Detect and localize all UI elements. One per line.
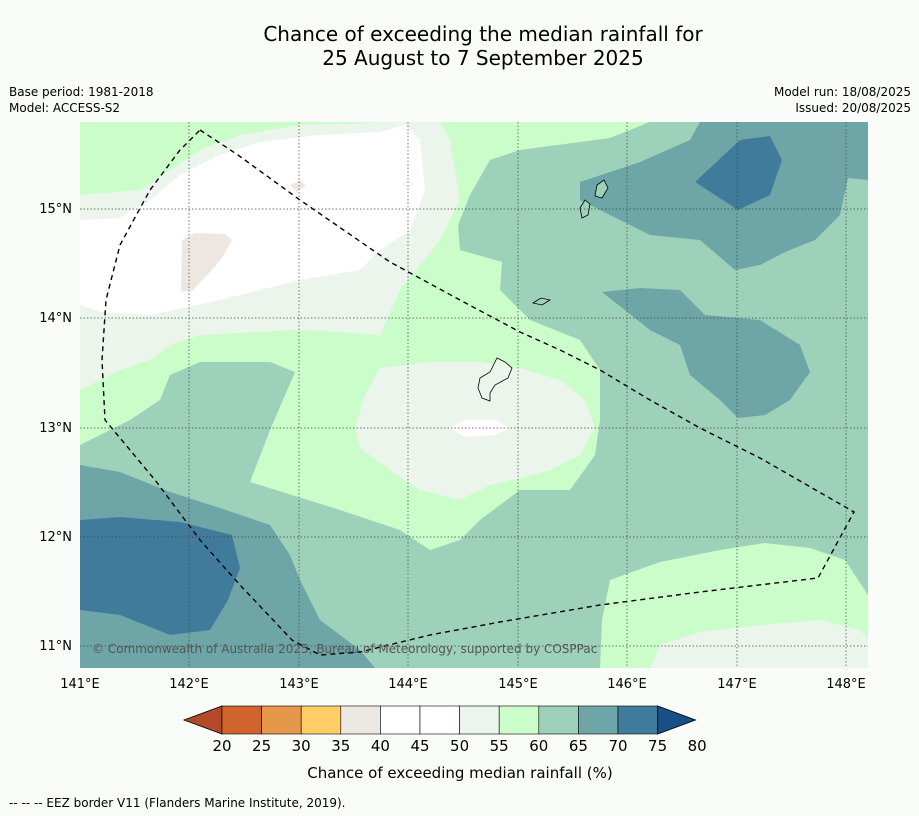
map-title: Chance of exceeding the median rainfall … xyxy=(0,22,919,70)
lat-tick: 14°N xyxy=(39,311,72,326)
lon-tick: 141°E xyxy=(60,677,100,692)
colorbar-swatch xyxy=(419,705,460,735)
issued-date: Issued: 20/08/2025 xyxy=(795,101,911,115)
model-run: Model run: 18/08/2025 xyxy=(773,85,911,99)
contour-45-50-north-small xyxy=(290,180,306,192)
lon-tick: 148°E xyxy=(826,677,866,692)
base-period: Base period: 1981-2018 xyxy=(9,85,154,99)
contour-layer xyxy=(80,122,868,668)
colorbar-swatch xyxy=(459,705,500,735)
colorbar-tick: 50 xyxy=(450,737,469,755)
model-name: Model: ACCESS-S2 xyxy=(9,101,121,115)
lon-ticks: 141°E 142°E 143°E 144°E 145°E 146°E 147°… xyxy=(60,677,866,692)
colorbar-label: Chance of exceeding median rainfall (%) xyxy=(307,764,612,782)
contour-70-75-east xyxy=(602,288,810,418)
contour-75-80-northeast xyxy=(695,136,782,210)
colorbar-tick: 30 xyxy=(292,737,311,755)
colorbar-swatch xyxy=(538,705,579,735)
colorbar-tick: 80 xyxy=(688,737,707,755)
colorbar-tick: 20 xyxy=(212,737,231,755)
eez-border xyxy=(101,129,855,656)
colorbar-tick: 75 xyxy=(648,737,667,755)
colorbar-arrow-high xyxy=(657,705,697,735)
rota-island xyxy=(531,297,552,306)
colorbar-swatch xyxy=(261,705,302,735)
meta-left: Base period: 1981-2018 Model: ACCESS-S2 xyxy=(9,84,154,116)
colorbar-swatch xyxy=(380,705,421,735)
lon-tick: 143°E xyxy=(279,677,319,692)
colorbar-tick: 70 xyxy=(608,737,627,755)
title-line-1: Chance of exceeding the median rainfall … xyxy=(263,22,703,46)
title-line-2: 25 August to 7 September 2025 xyxy=(322,46,644,70)
colorbar-arrow-low xyxy=(182,705,223,735)
colorbar-swatch xyxy=(300,705,342,735)
lat-tick: 13°N xyxy=(39,421,72,436)
colorbar-tick: 60 xyxy=(529,737,548,755)
lon-tick: 147°E xyxy=(717,677,757,692)
lon-tick: 146°E xyxy=(607,677,647,692)
contour-50-55-north xyxy=(80,125,425,315)
colorbar-swatch xyxy=(617,705,658,735)
colorbar-tick: 65 xyxy=(569,737,588,755)
copyright-text: © Commonwealth of Australia 2025, Bureau… xyxy=(92,642,597,656)
colorbar-swatch xyxy=(578,705,619,735)
colorbar-tick: 55 xyxy=(490,737,509,755)
contour-55-60-southeast xyxy=(650,620,868,668)
contour-45-50-north xyxy=(181,233,232,292)
lon-tick: 142°E xyxy=(169,677,209,692)
lat-tick: 15°N xyxy=(39,202,72,217)
gridlines xyxy=(80,122,868,668)
colorbar-swatch xyxy=(498,705,540,735)
lon-tick: 144°E xyxy=(388,677,428,692)
meta-right: Model run: 18/08/2025 Issued: 20/08/2025 xyxy=(774,84,911,116)
colorbar-tick: 35 xyxy=(331,737,350,755)
lat-tick: 12°N xyxy=(39,530,72,545)
guam-island xyxy=(477,357,513,402)
colorbar-tick: 45 xyxy=(410,737,429,755)
contour-50-55-central xyxy=(450,420,510,437)
colorbar: 20 25 30 35 40 45 50 55 60 65 70 75 80 xyxy=(182,705,707,755)
eez-footnote: -- -- -- EEZ border V11 (Flanders Marine… xyxy=(9,796,346,810)
colorbar-swatch xyxy=(221,705,262,735)
saipan-island xyxy=(594,179,609,199)
contour-75-80-southwest xyxy=(80,517,240,635)
lat-ticks: 15°N 14°N 13°N 12°N 11°N xyxy=(39,202,72,654)
colorbar-swatch xyxy=(340,705,381,735)
lat-tick: 11°N xyxy=(39,639,72,654)
colorbar-tick: 40 xyxy=(371,737,390,755)
colorbar-tick: 25 xyxy=(252,737,271,755)
lon-tick: 145°E xyxy=(498,677,538,692)
